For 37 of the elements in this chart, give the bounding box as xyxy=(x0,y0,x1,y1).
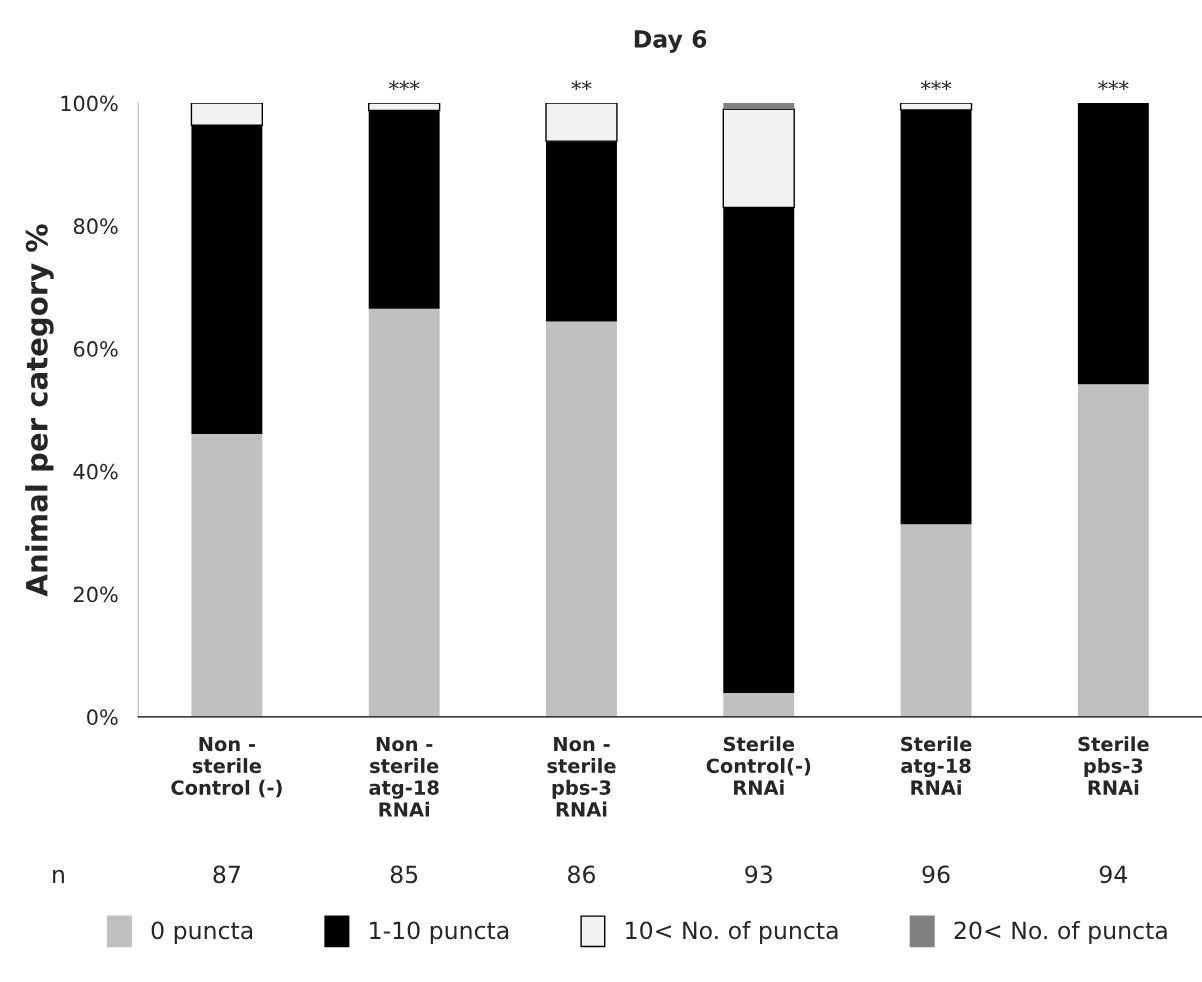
x-tick-label: Non - sterile pbs-3 RNAi xyxy=(547,736,616,817)
y-tick-label: 20% xyxy=(74,586,118,603)
y-axis-title: Animal per category % xyxy=(25,224,54,597)
annotation: *** xyxy=(388,80,420,91)
x-tick-label: Non - sterile Control (-) xyxy=(171,736,282,798)
bar xyxy=(546,321,617,717)
bar xyxy=(1077,384,1149,717)
text: 94 xyxy=(1099,865,1128,884)
annotation: *** xyxy=(920,80,952,91)
text: 86 xyxy=(568,865,595,884)
x-tick-label: Sterile atg-18 RNAi xyxy=(901,736,972,795)
bar xyxy=(368,308,440,717)
bar xyxy=(191,433,263,717)
legend-label: 10< No. of puncta xyxy=(626,921,838,944)
text: n xyxy=(53,869,64,883)
chart-title: Day 6 xyxy=(634,30,707,53)
legend-label: 0 puncta xyxy=(151,921,253,944)
text: 93 xyxy=(745,865,772,884)
x-tick-label: Non - sterile atg-18 RNAi xyxy=(369,736,439,817)
x-tick-label: Sterile pbs-3 RNAi xyxy=(1078,736,1149,795)
y-tick-label: 80% xyxy=(73,218,118,235)
text: 96 xyxy=(922,865,950,884)
text: 85 xyxy=(390,865,418,884)
y-tick-label: 40% xyxy=(73,463,118,480)
annotation: *** xyxy=(1098,80,1129,91)
x-tick-label: Sterile Control(-) RNAi xyxy=(706,736,811,795)
legend-label: 20< No. of puncta xyxy=(954,921,1167,944)
y-tick-label: 60% xyxy=(73,341,118,357)
text: 87 xyxy=(213,865,240,884)
y-tick-label: 100% xyxy=(61,95,118,112)
bar xyxy=(900,524,972,717)
annotation: ** xyxy=(571,80,592,91)
y-tick-label: 0% xyxy=(87,709,118,726)
bar xyxy=(723,103,795,110)
legend-label: 1-10 puncta xyxy=(370,921,509,944)
bar xyxy=(723,692,795,717)
bar xyxy=(1077,103,1149,385)
